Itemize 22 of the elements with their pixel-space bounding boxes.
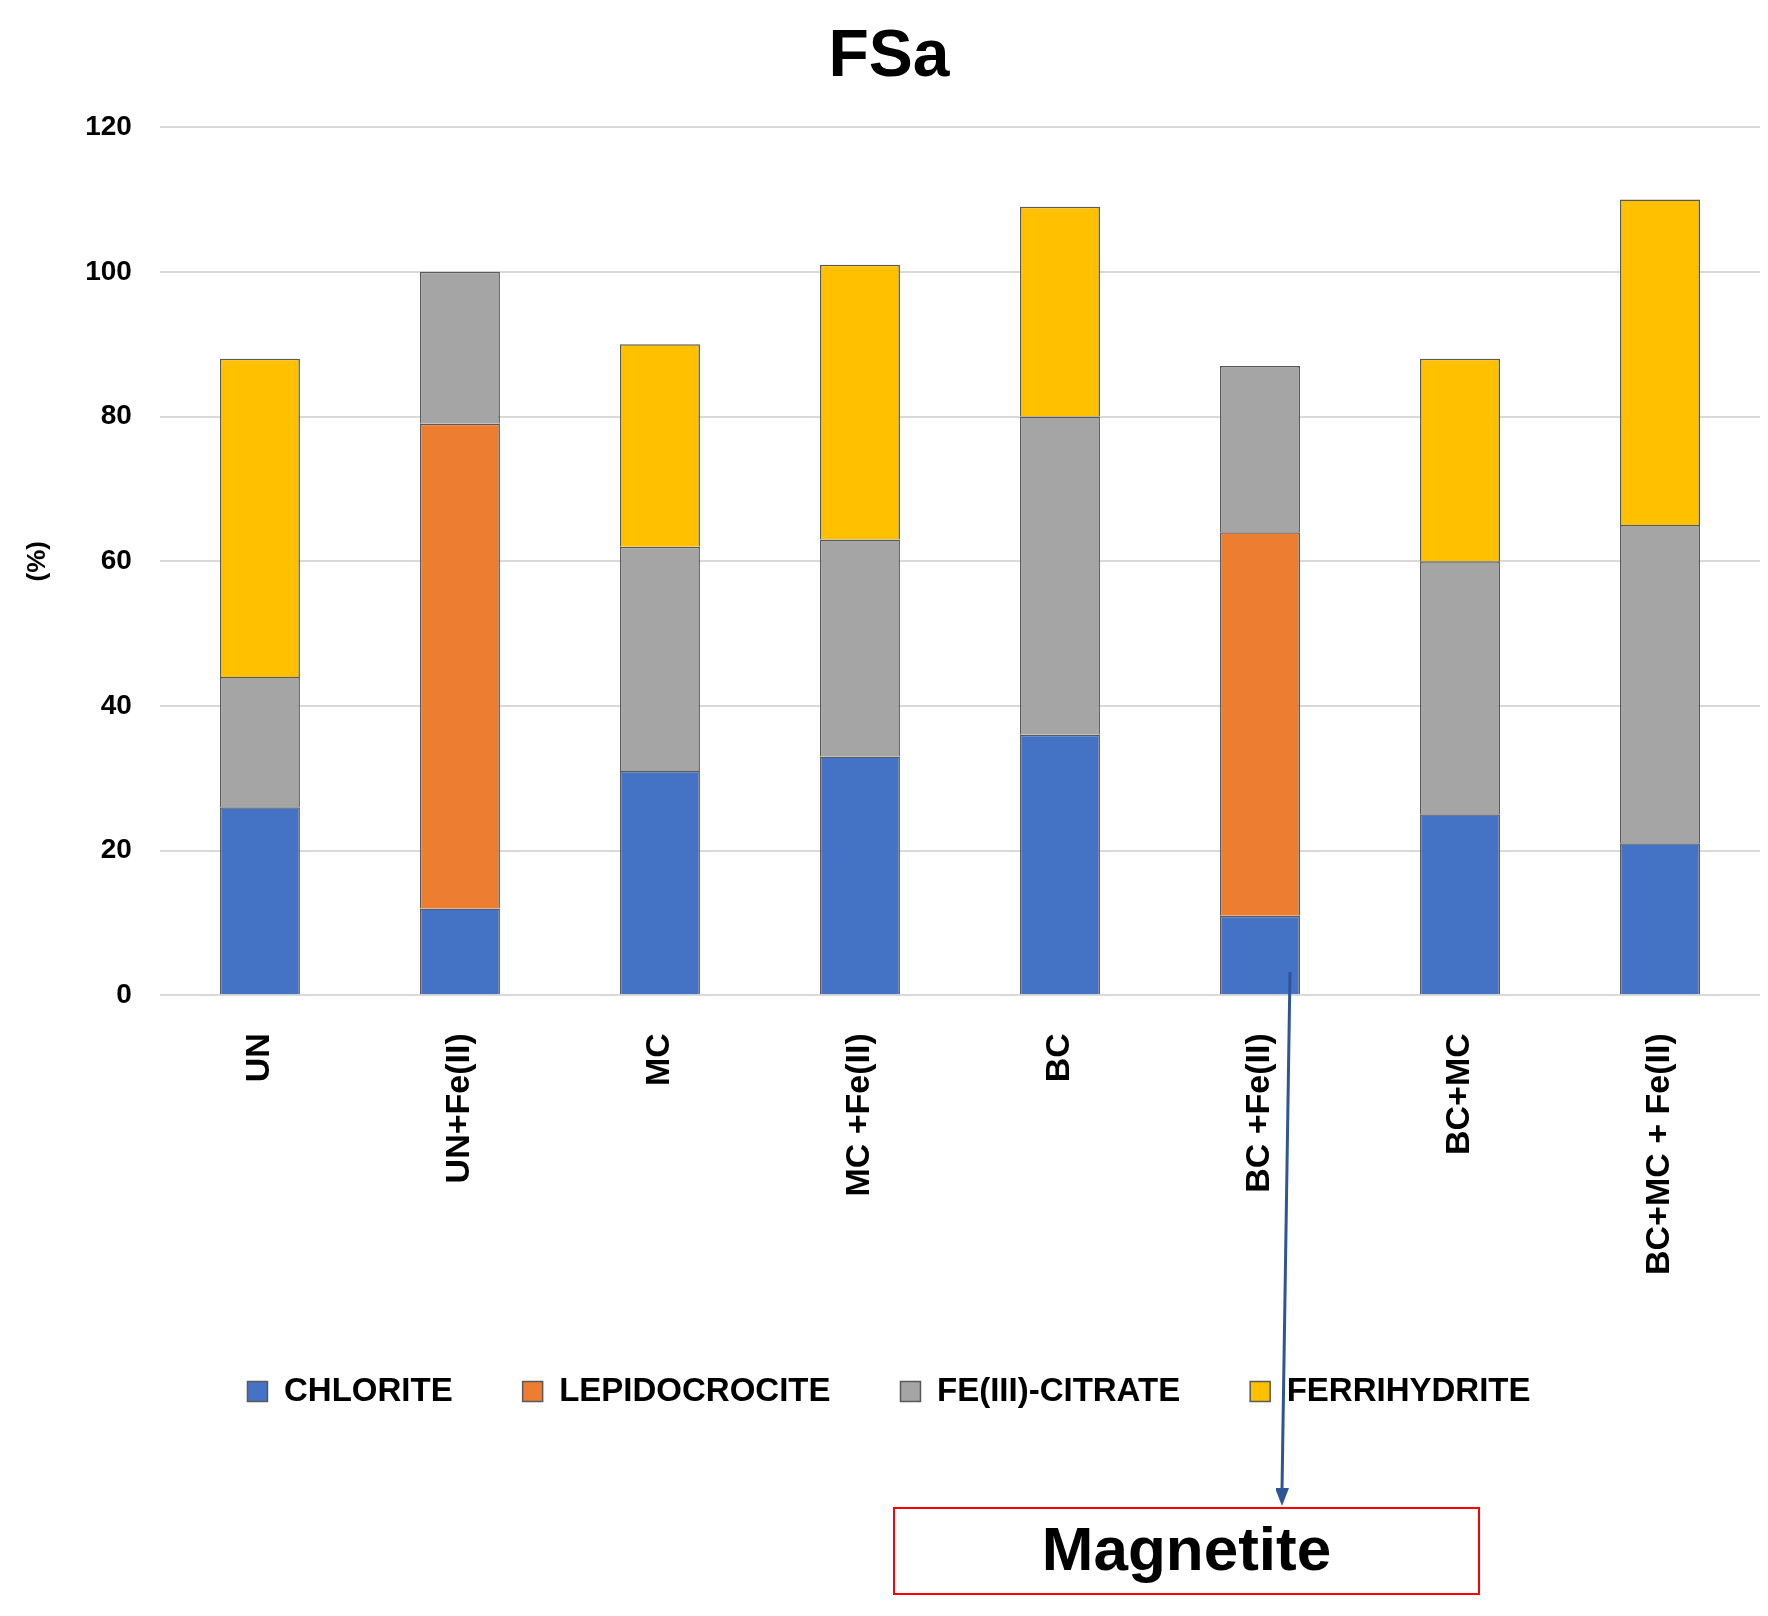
y-tick-label: 20 <box>100 833 132 865</box>
legend-label: FERRIHYDRITE <box>1286 1370 1531 1408</box>
x-tick-label: MC <box>638 1033 677 1087</box>
y-tick-label: 120 <box>85 109 132 141</box>
x-tick-label: UN <box>238 1033 277 1083</box>
x-tick-label: BC+MC <box>1438 1033 1477 1156</box>
y-tick-label: 80 <box>100 399 132 431</box>
y-tick-label: 0 <box>116 977 132 1009</box>
text: Magnetite <box>1041 1514 1332 1584</box>
y-tick-label: 40 <box>100 688 132 720</box>
chart-title: FSa <box>828 15 951 90</box>
y-tick-label: 60 <box>100 543 132 575</box>
y-tick-label: 100 <box>85 254 132 286</box>
legend-label: LEPIDOCROCITE <box>559 1370 831 1408</box>
legend-label: FE(III)-CITRATE <box>936 1370 1181 1408</box>
x-tick-label: MC +Fe(II) <box>838 1033 877 1197</box>
y-axis-title: (%) <box>20 540 51 582</box>
legend-label: CHLORITE <box>283 1370 453 1408</box>
x-tick-label: BC <box>1038 1033 1077 1083</box>
x-tick-label: UN+Fe(II) <box>438 1033 477 1184</box>
x-tick-label: BC+MC + Fe(II) <box>1638 1033 1677 1276</box>
x-tick-label: BC +Fe(II) <box>1238 1033 1277 1193</box>
